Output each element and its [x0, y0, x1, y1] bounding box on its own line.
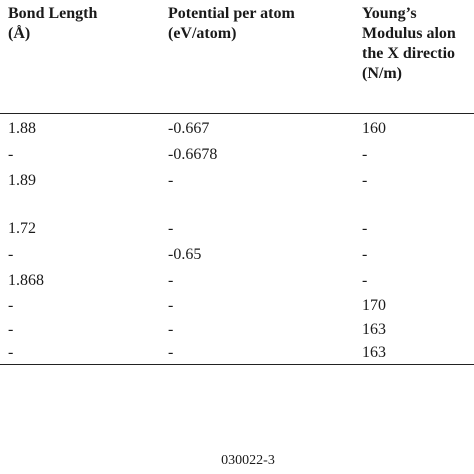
table-cell: 1.72: [8, 220, 36, 237]
table-cell: 160: [362, 120, 386, 137]
table-cell: -0.65: [168, 246, 202, 263]
table-cell: -: [168, 344, 174, 361]
table-cell: -: [362, 246, 368, 263]
table-cell: -: [8, 146, 14, 163]
table-cell: -: [8, 344, 14, 361]
table-cell: -: [362, 272, 368, 289]
table-top-rule: [0, 113, 474, 114]
table-cell: -: [8, 321, 14, 338]
table-cell: -: [8, 246, 14, 263]
table-cell: -: [8, 297, 14, 314]
table-cell: -: [168, 220, 174, 237]
table-cell: -: [168, 272, 174, 289]
table-bottom-rule: [0, 364, 474, 365]
table-cell: -: [362, 220, 368, 237]
table-cell: -: [168, 321, 174, 338]
header-youngs-modulus: Young’s Modulus alon the X directio (N/m…: [362, 5, 456, 82]
table-cell: -: [362, 146, 368, 163]
table-cell: -: [168, 172, 174, 189]
table-cell: 163: [362, 344, 386, 361]
table-cell: 163: [362, 321, 386, 338]
table-cell: -: [168, 297, 174, 314]
table-cell: -: [362, 172, 368, 189]
header-potential-per-atom: Potential per atom (eV/atom): [168, 5, 295, 42]
table-cell: 1.88: [8, 120, 36, 137]
table-cell: -0.667: [168, 120, 210, 137]
page-footer-id: 030022-3: [221, 453, 275, 468]
header-bond-length: Bond Length (Å): [8, 5, 98, 42]
table-cell: 1.868: [8, 272, 44, 289]
table-cell: -0.6678: [168, 146, 218, 163]
table-cell: 170: [362, 297, 386, 314]
table-cell: 1.89: [8, 172, 36, 189]
